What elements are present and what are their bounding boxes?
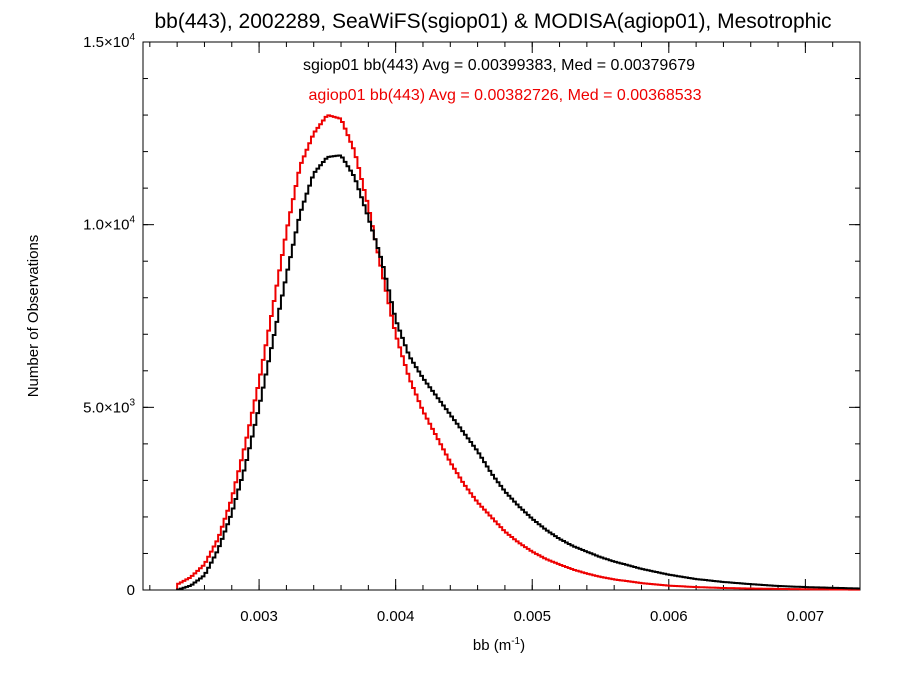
y-tick-label: 5.0×103	[83, 397, 135, 416]
x-axis-label: bb (m-1)	[473, 636, 525, 654]
plot-frame	[142, 41, 861, 591]
annotation-agiop01: agiop01 bb(443) Avg = 0.00382726, Med = …	[309, 87, 702, 104]
x-axis-label-sup: -1	[511, 636, 520, 647]
y-axis-label: Number of Observations	[25, 235, 42, 398]
y-tick-label: 1.0×104	[83, 215, 135, 234]
y-tick-label: 1.5×104	[83, 32, 135, 51]
x-tick-label: 0.004	[377, 608, 415, 625]
x-tick-label: 0.007	[787, 608, 825, 625]
x-axis-label-tail: )	[520, 637, 525, 654]
x-axis-ticks: 0.003 0.004 0.005 0.006 0.007	[149, 42, 861, 625]
series-layer	[176, 114, 860, 591]
annotation-sgiop01: sgiop01 bb(443) Avg = 0.00399383, Med = …	[303, 57, 695, 74]
series-line-sgiop01	[176, 154, 860, 591]
x-axis-label-base: bb (m	[473, 637, 511, 654]
x-tick-label: 0.003	[240, 608, 278, 625]
x-tick-label: 0.005	[513, 608, 551, 625]
y-tick-label: 0	[127, 582, 135, 599]
chart-title: bb(443), 2002289, SeaWiFS(sgiop01) & MOD…	[154, 10, 831, 33]
x-tick-label: 0.006	[650, 608, 688, 625]
series-line-agiop01	[176, 114, 860, 591]
y-axis-ticks: 0 5.0×103 1.0×104 1.5×104	[83, 32, 860, 599]
